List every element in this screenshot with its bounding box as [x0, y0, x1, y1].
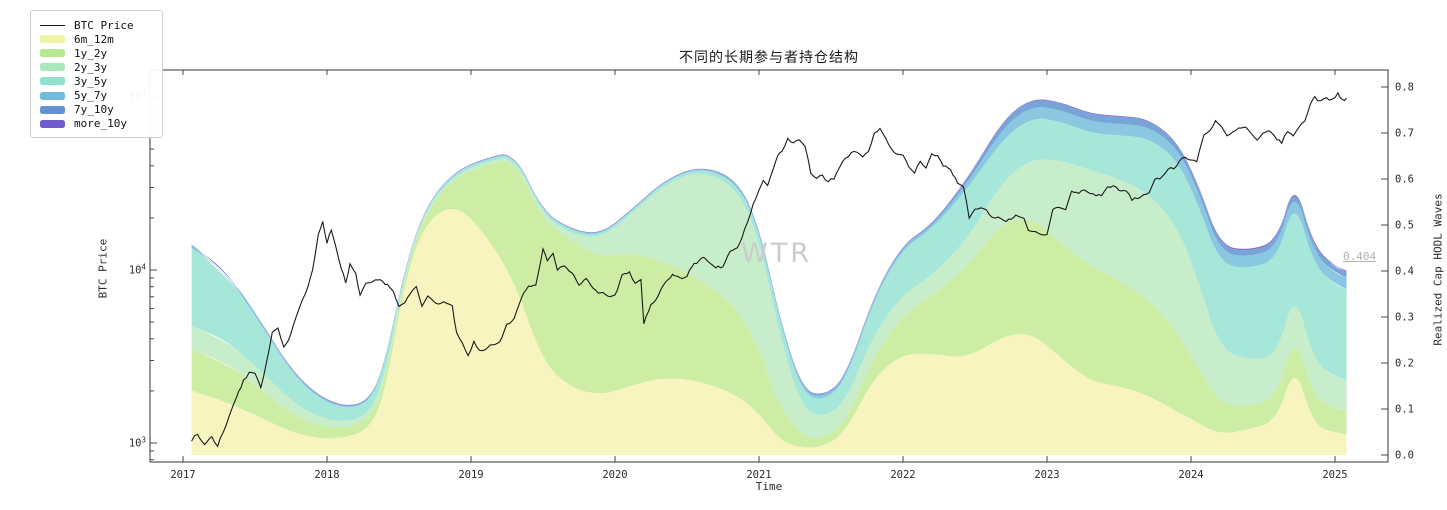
- y-right-tick-label: 0.7: [1395, 128, 1414, 140]
- y-axis-label-left: BTC Price: [96, 238, 110, 299]
- x-tick-label: 2017: [170, 469, 195, 481]
- y-right-tick-label: 0.0: [1395, 450, 1414, 462]
- y-right-tick-label: 0.4: [1395, 266, 1414, 278]
- legend-item-label: 5y_7y: [74, 89, 108, 103]
- x-axis-label: Time: [755, 480, 783, 493]
- legend-item-label: 6m_12m: [74, 32, 114, 46]
- y-right-tick-label: 0.5: [1395, 220, 1414, 232]
- chart-title: 不同的长期参与者持仓结构: [679, 50, 859, 66]
- y-right-tick-label: 0.8: [1395, 82, 1414, 94]
- btc-price-series: [191, 91, 1347, 448]
- plot-border: [149, 69, 1389, 463]
- legend-item-BTC Price: BTC Price: [40, 18, 153, 32]
- x-tick-label: 2023: [1034, 469, 1059, 481]
- btc-price-line: [191, 91, 1347, 448]
- y-axis-label-right: Realized Cap HODL Waves: [1431, 193, 1445, 346]
- y-left-tick-label: 103: [129, 436, 146, 450]
- legend-item-label: more_10y: [74, 117, 127, 131]
- area-2y_3y: [191, 158, 1347, 438]
- y-right-tick-label: 0.2: [1395, 358, 1414, 370]
- legend-item-label: 3y_5y: [74, 74, 108, 88]
- legend-item-6m_12m: 6m_12m: [40, 32, 153, 46]
- legend-item-5y_7y: 5y_7y: [40, 88, 153, 102]
- x-tick-label: 2024: [1178, 469, 1203, 481]
- legend-item-label: 1y_2y: [74, 46, 108, 60]
- x-tick-label: 2021: [746, 469, 771, 481]
- legend-color-swatch: [40, 77, 65, 86]
- y-left-tick-label: 104: [129, 263, 147, 277]
- legend-item-3y_5y: 3y_5y: [40, 74, 153, 88]
- x-tick-label: 2025: [1322, 469, 1347, 481]
- legend-item-label: 7y_10y: [74, 103, 114, 117]
- x-tick-label: 2020: [602, 469, 627, 481]
- legend-line-swatch: [40, 24, 65, 26]
- watermark: WTR: [741, 238, 812, 269]
- legend-item-label: 2y_3y: [74, 60, 108, 74]
- area-6m_12m: [191, 209, 1347, 455]
- legend-item-1y_2y: 1y_2y: [40, 46, 153, 60]
- y-right-tick-label: 0.3: [1395, 312, 1414, 324]
- legend-color-swatch: [40, 119, 65, 128]
- legend: BTC Price 6m_12m 1y_2y 2y_3y 3y_5y 5y_7y 7y_10…: [30, 10, 163, 138]
- legend-color-swatch: [40, 63, 65, 72]
- legend-item-more_10y: more_10y: [40, 117, 153, 131]
- legend-color-swatch: [40, 105, 65, 114]
- x-tick-label: 2018: [314, 469, 339, 481]
- legend-item-2y_3y: 2y_3y: [40, 60, 153, 74]
- legend-item-label: BTC Price: [74, 18, 134, 32]
- x-tick-label: 2019: [458, 469, 483, 481]
- x-tick-label: 2022: [890, 469, 915, 481]
- legend-color-swatch: [40, 91, 65, 100]
- hodl-areas: [191, 99, 1347, 455]
- legend-color-swatch: [40, 49, 65, 58]
- legend-color-swatch: [40, 35, 65, 44]
- legend-item-7y_10y: 7y_10y: [40, 103, 153, 117]
- area-3y_5y: [191, 118, 1347, 421]
- area-1y_2y: [191, 161, 1347, 448]
- y-right-tick-label: 0.6: [1395, 174, 1414, 186]
- last-value-annotation: 0.404: [1343, 250, 1377, 263]
- y-right-tick-label: 0.1: [1395, 404, 1414, 416]
